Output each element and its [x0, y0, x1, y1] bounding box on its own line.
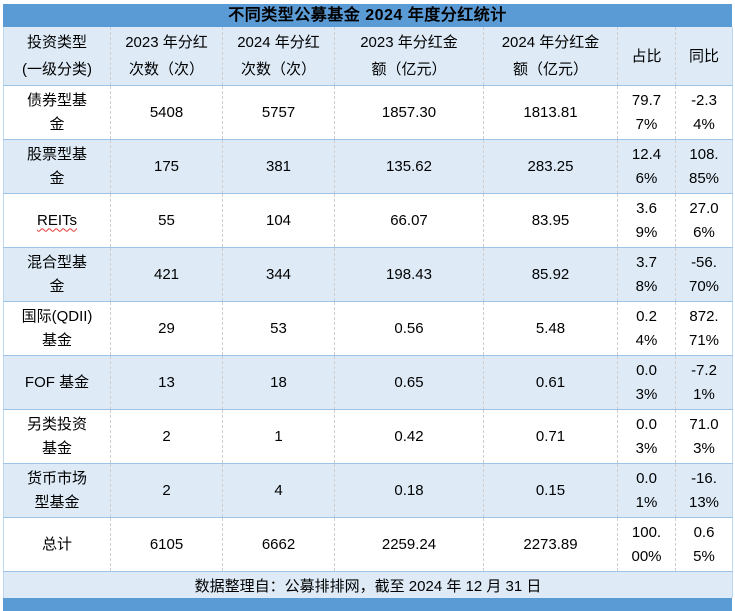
cell-2023-amount: 1857.30 [334, 85, 484, 140]
cell-fund-type: 股票型基金 [3, 139, 111, 194]
cell-2023-count: 13 [110, 355, 223, 410]
cell-2024-count: 18 [222, 355, 335, 410]
cell-2023-count: 421 [110, 247, 223, 302]
cell-2023-amount: 198.43 [334, 247, 484, 302]
cell-2023-amount: 135.62 [334, 139, 484, 194]
cell-yoy: -56.70% [675, 247, 733, 302]
cell-fund-type: 总计 [3, 517, 111, 572]
cell-2023-amount: 2259.24 [334, 517, 484, 572]
cell-fund-type: 货币市场型基金 [3, 463, 111, 518]
cell-yoy: 0.65% [675, 517, 733, 572]
cell-2024-count: 381 [222, 139, 335, 194]
cell-share: 0.01% [617, 463, 676, 518]
cell-2023-count: 55 [110, 193, 223, 248]
cell-2023-count: 29 [110, 301, 223, 356]
cell-2023-amount: 0.42 [334, 409, 484, 464]
table-row: 货币市场型基金 2 4 0.18 0.15 0.01% -16.13% [3, 463, 733, 518]
column-header-yoy: 同比 [675, 27, 733, 86]
cell-2024-amount: 5.48 [483, 301, 618, 356]
cell-yoy: 108.85% [675, 139, 733, 194]
cell-share: 0.03% [617, 355, 676, 410]
cell-share: 79.77% [617, 85, 676, 140]
footnote-row: 数据整理自：公募排排网，截至 2024 年 12 月 31 日 [3, 571, 733, 598]
cell-2023-amount: 66.07 [334, 193, 484, 248]
cell-yoy: 27.06% [675, 193, 733, 248]
cell-2024-amount: 2273.89 [483, 517, 618, 572]
cell-2023-count: 2 [110, 463, 223, 518]
column-header-2023-count: 2023 年分红 次数（次） [110, 27, 223, 86]
table-row: REITs 55 104 66.07 83.95 3.69% 27.06% [3, 193, 733, 248]
header-row: 投资类型 (一级分类) 2023 年分红 次数（次） 2024 年分红 次数（次… [3, 27, 733, 86]
column-header-investment-type: 投资类型 (一级分类) [3, 27, 111, 86]
column-header-share: 占比 [617, 27, 676, 86]
cell-share: 12.46% [617, 139, 676, 194]
cell-2023-amount: 0.18 [334, 463, 484, 518]
table-title: 不同类型公募基金 2024 年度分红统计 [3, 4, 732, 27]
cell-share: 0.03% [617, 409, 676, 464]
cell-fund-type: 混合型基金 [3, 247, 111, 302]
table-row: 债券型基金 5408 5757 1857.30 1813.81 79.77% -… [3, 85, 733, 140]
cell-2023-amount: 0.65 [334, 355, 484, 410]
cell-2023-count: 5408 [110, 85, 223, 140]
cell-2024-amount: 0.71 [483, 409, 618, 464]
cell-2024-count: 5757 [222, 85, 335, 140]
cell-2024-count: 53 [222, 301, 335, 356]
cell-yoy: 872.71% [675, 301, 733, 356]
cell-2024-amount: 283.25 [483, 139, 618, 194]
cell-fund-type: REITs [3, 193, 111, 248]
cell-2024-amount: 83.95 [483, 193, 618, 248]
cell-fund-type: 债券型基金 [3, 85, 111, 140]
cell-2024-count: 6662 [222, 517, 335, 572]
table-foot: 数据整理自：公募排排网，截至 2024 年 12 月 31 日 [3, 571, 733, 598]
cell-yoy: 71.03% [675, 409, 733, 464]
cell-2023-count: 2 [110, 409, 223, 464]
table-row: 股票型基金 175 381 135.62 283.25 12.46% 108.8… [3, 139, 733, 194]
cell-yoy: -2.34% [675, 85, 733, 140]
cell-2023-count: 6105 [110, 517, 223, 572]
table-header: 投资类型 (一级分类) 2023 年分红 次数（次） 2024 年分红 次数（次… [3, 27, 733, 86]
fund-dividend-table: 投资类型 (一级分类) 2023 年分红 次数（次） 2024 年分红 次数（次… [3, 27, 733, 598]
bottom-bar [3, 598, 732, 611]
cell-2024-count: 4 [222, 463, 335, 518]
table-row: 国际(QDII)基金 29 53 0.56 5.48 0.24% 872.71% [3, 301, 733, 356]
table-row: 另类投资基金 2 1 0.42 0.71 0.03% 71.03% [3, 409, 733, 464]
cell-share: 3.69% [617, 193, 676, 248]
table-row: 混合型基金 421 344 198.43 85.92 3.78% -56.70% [3, 247, 733, 302]
table-body: 债券型基金 5408 5757 1857.30 1813.81 79.77% -… [3, 85, 733, 572]
cell-2024-count: 1 [222, 409, 335, 464]
cell-2024-amount: 1813.81 [483, 85, 618, 140]
cell-2024-amount: 85.92 [483, 247, 618, 302]
cell-yoy: -7.21% [675, 355, 733, 410]
column-header-2023-amount: 2023 年分红金 额（亿元） [334, 27, 484, 86]
cell-2024-count: 104 [222, 193, 335, 248]
table-row: 总计 6105 6662 2259.24 2273.89 100.00% 0.6… [3, 517, 733, 572]
cell-fund-type: 另类投资基金 [3, 409, 111, 464]
column-header-2024-amount: 2024 年分红金 额（亿元） [483, 27, 618, 86]
cell-2023-count: 175 [110, 139, 223, 194]
cell-share: 3.78% [617, 247, 676, 302]
cell-fund-type: FOF 基金 [3, 355, 111, 410]
table-row: FOF 基金 13 18 0.65 0.61 0.03% -7.21% [3, 355, 733, 410]
cell-2024-amount: 0.15 [483, 463, 618, 518]
cell-yoy: -16.13% [675, 463, 733, 518]
column-header-2024-count: 2024 年分红 次数（次） [222, 27, 335, 86]
cell-share: 0.24% [617, 301, 676, 356]
cell-2024-count: 344 [222, 247, 335, 302]
cell-share: 100.00% [617, 517, 676, 572]
cell-fund-type: 国际(QDII)基金 [3, 301, 111, 356]
cell-2024-amount: 0.61 [483, 355, 618, 410]
table-footnote: 数据整理自：公募排排网，截至 2024 年 12 月 31 日 [3, 571, 733, 598]
cell-2023-amount: 0.56 [334, 301, 484, 356]
